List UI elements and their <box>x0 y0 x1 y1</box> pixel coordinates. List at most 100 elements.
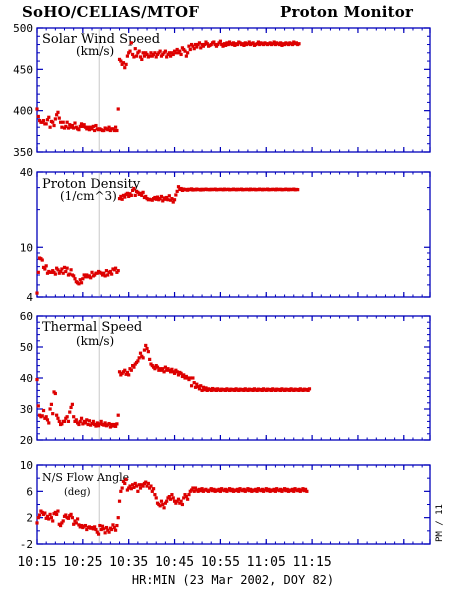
panel-3-point <box>74 418 78 422</box>
header-left-title: SoHO/CELIAS/MTOF <box>22 3 200 21</box>
panel-1-point <box>127 51 131 55</box>
panel-2-point <box>108 269 112 274</box>
panel-3-point <box>95 421 99 425</box>
panel-1-point <box>217 41 221 45</box>
panel-3-point <box>188 376 192 380</box>
panel-4-point <box>285 487 289 491</box>
panel-4-point <box>255 489 259 493</box>
panel-1-point <box>235 42 240 47</box>
panel-1-point <box>157 51 161 55</box>
panel-4-point <box>144 480 148 484</box>
panel-4-point <box>119 489 123 493</box>
x-tick-label: 10:25 <box>63 555 102 570</box>
panel-4-point <box>227 487 232 491</box>
panel-3-point <box>44 415 48 419</box>
panel-4-point <box>49 516 54 520</box>
panel-1-point <box>69 125 73 129</box>
panel-1-point <box>137 49 141 53</box>
panel-4-point <box>175 499 179 503</box>
panel-3-ytick-label: 40 <box>20 372 33 385</box>
panel-1-point <box>169 54 173 58</box>
panel-1-point <box>107 125 111 129</box>
panel-1-point <box>132 55 136 59</box>
panel-1-point <box>178 49 182 53</box>
panel-3-point <box>172 371 177 375</box>
panel-3-point <box>91 419 95 423</box>
panel-2-point <box>176 185 181 189</box>
panel-1-point <box>205 42 209 46</box>
panel-1-point <box>243 41 247 45</box>
panel-3-point <box>203 388 207 392</box>
panel-1-point <box>153 51 157 55</box>
panel-4-point <box>66 516 71 520</box>
panel-1-point <box>106 128 110 132</box>
panel-2-point <box>56 268 60 272</box>
panel-2-point <box>106 273 110 277</box>
panel-1-point <box>186 51 190 55</box>
panel-1-point <box>204 40 208 44</box>
panel-4-point <box>297 487 301 491</box>
panel-1-point <box>279 41 283 45</box>
panel-1-point <box>163 49 167 53</box>
panel-4-point <box>282 487 287 491</box>
panel-1-point <box>77 128 81 132</box>
panel-3-point <box>200 388 204 392</box>
panel-3-point <box>40 414 44 418</box>
panel-1-point <box>64 124 68 128</box>
panel-2-point <box>296 188 300 192</box>
panel-1-point <box>286 42 291 47</box>
panel-1-point <box>280 43 284 47</box>
panel-1-unit: (km/s) <box>76 44 114 58</box>
panel-1-point <box>68 123 72 127</box>
panel-3-point <box>70 402 74 406</box>
panel-3-point <box>62 419 67 423</box>
panel-3-point <box>204 386 208 390</box>
panel-4-point <box>123 481 127 486</box>
panel-4-point <box>242 487 246 491</box>
panel-2-point <box>131 188 135 193</box>
panel-4-ytick-label: 10 <box>20 459 33 472</box>
panel-3-point <box>161 367 165 371</box>
panel-3-point <box>85 418 89 422</box>
panel-4-point <box>180 502 185 507</box>
panel-1-point <box>66 126 71 130</box>
panel-1-point <box>193 42 198 47</box>
panel-1-point <box>142 54 147 58</box>
panel-2-point <box>171 200 175 204</box>
panel-1-point <box>117 57 122 62</box>
panel-2-point <box>175 189 179 193</box>
panel-4-point <box>61 519 65 523</box>
panel-2-point <box>73 277 77 281</box>
panel-4-point <box>107 530 111 534</box>
panel-4-point <box>267 487 271 491</box>
panel-2-point <box>65 266 69 270</box>
panel-4-point <box>187 493 191 497</box>
panel-1-point <box>188 47 192 52</box>
panel-1-point <box>47 115 51 119</box>
panel-1-point <box>282 42 287 47</box>
panel-3-point <box>102 423 106 427</box>
panel-4-point <box>102 527 106 531</box>
panel-4-point <box>134 484 139 488</box>
panel-4-point <box>138 486 143 490</box>
panel-1-point <box>89 125 93 129</box>
panel-4-point <box>94 527 98 532</box>
panel-1-ytick-label: 450 <box>13 63 33 76</box>
panel-2-point <box>90 270 94 274</box>
panel-1-point <box>65 120 69 124</box>
panel-4-point <box>200 487 204 491</box>
panel-3-point <box>146 350 150 354</box>
panel-4-ytick-label: 2 <box>26 512 33 525</box>
panel-1-point <box>172 49 177 53</box>
panel-4-point <box>192 489 196 493</box>
panel-4-point <box>77 523 81 527</box>
panel-1-point <box>246 42 250 46</box>
panel-1-point <box>136 51 140 55</box>
panel-1-point <box>238 41 242 45</box>
panel-1-point <box>138 55 143 59</box>
panel-3-point <box>307 387 312 391</box>
panel-1-point <box>230 42 234 47</box>
panel-1-point <box>183 49 187 53</box>
panel-1-point <box>38 118 42 123</box>
panel-3-point <box>78 419 82 423</box>
